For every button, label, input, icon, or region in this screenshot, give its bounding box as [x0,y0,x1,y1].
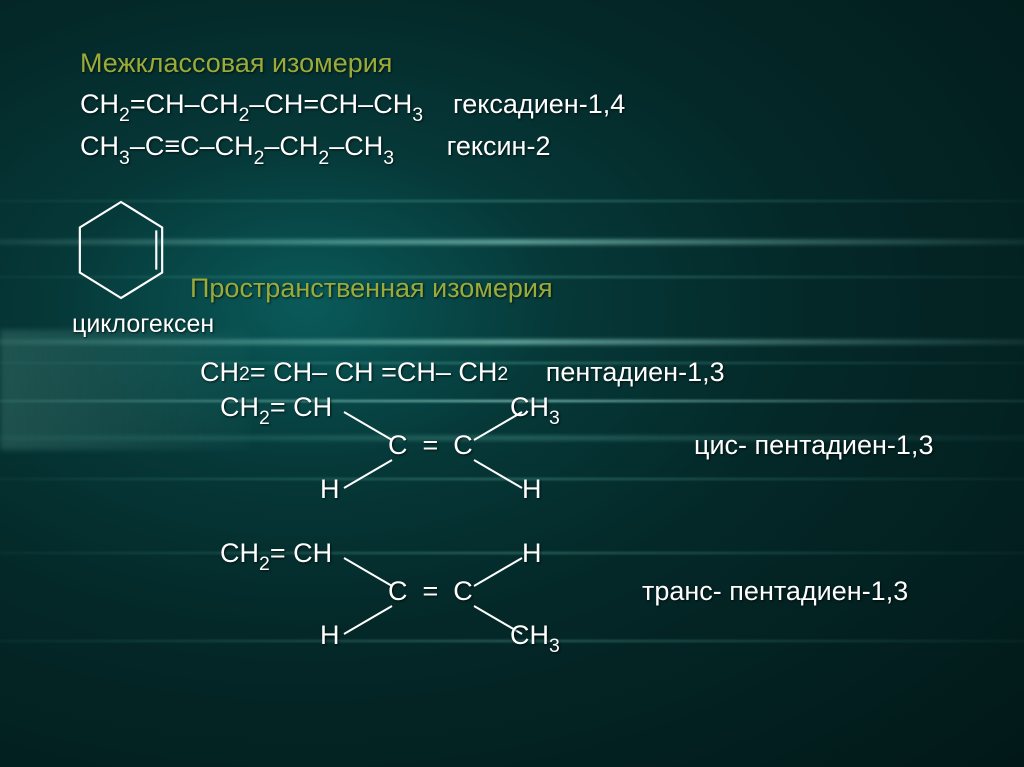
formula-2-name: гексин-2 [447,131,551,161]
trans-structure: CH2= CH H C = C H CH3 [220,538,680,612]
main-title: Межклассовая изомерия [80,48,964,79]
trans-label: транс- пентадиен-1,3 [642,576,908,607]
cis-structure: CH2= CH CH3 C = C H H [220,392,680,466]
cis-label: цис- пентадиен-1,3 [694,430,933,461]
formula-1-name: гексадиен-1,4 [453,89,625,119]
hexagon-label: циклогексен [72,310,964,339]
cyclohexene-icon [72,196,170,304]
formula-line-1: CH2=CH–CH2–CH=CH–CH3 гексадиен-1,4 [80,89,964,125]
subtitle: Пространственная изомерия [190,273,553,304]
pentadiene-formula: CH2 = CH– CH =CH– CH2 пентадиен-1,3 [200,357,964,388]
slide-content: Межклассовая изомерия CH2=CH–CH2–CH=CH–C… [0,0,1024,767]
formula-line-2: CH3–C≡C–CH2–CH2–CH3 гексин-2 [80,131,964,167]
pentadiene-name: пентадиен-1,3 [546,357,725,388]
